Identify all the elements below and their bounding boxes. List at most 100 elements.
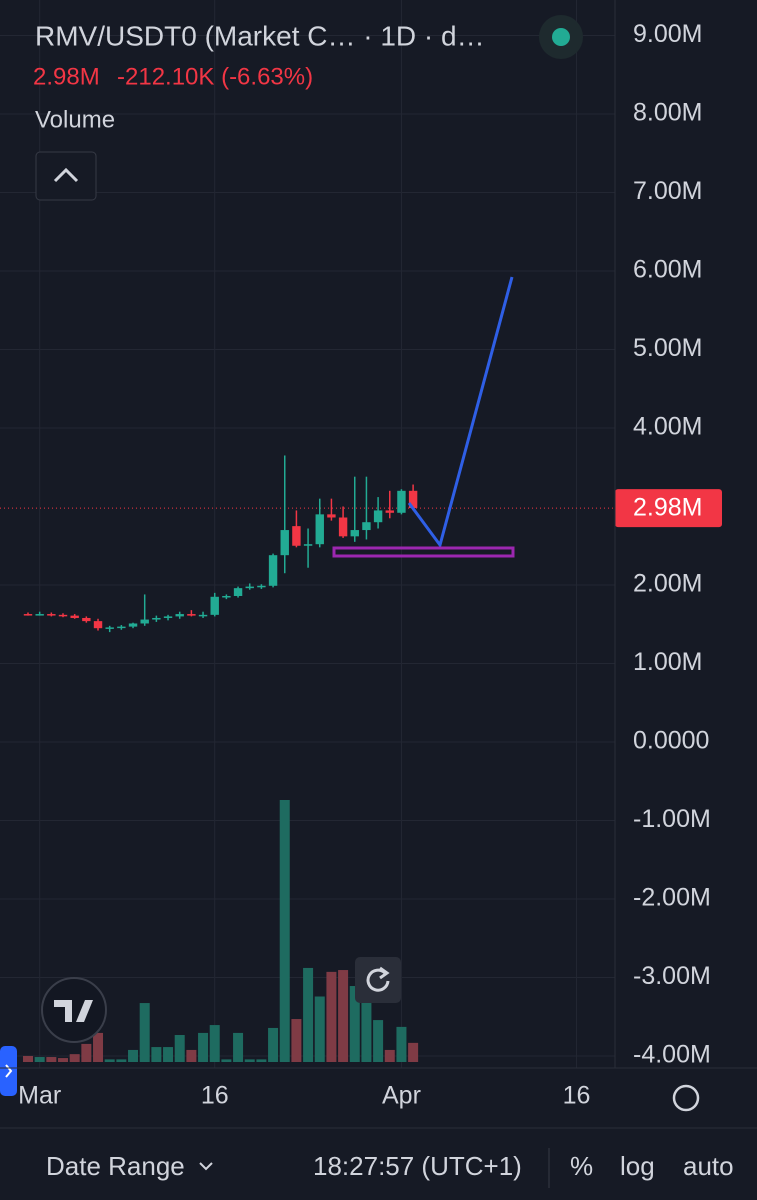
volume-bar [174,1035,185,1062]
volume-bar [396,1026,407,1062]
candle-body [315,514,324,545]
candle-body [187,614,196,616]
clock: 18:27:57 (UTC+1) [313,1151,522,1181]
volume-bar [23,1055,33,1062]
candle-body [117,626,126,629]
date-range[interactable]: Date Range [46,1151,185,1181]
side-tab-icon [5,1064,13,1078]
last-price-label: 2.98M [633,494,702,522]
y-tick-label: -3.00M [633,962,711,990]
y-tick-label: -1.00M [633,805,711,833]
volume-bar [291,1019,302,1062]
volume-bar [93,1032,104,1062]
collapse-button[interactable] [35,151,97,201]
reset-icon [366,968,390,992]
candle-body [23,614,33,616]
candle-body [385,510,394,513]
candle-body [47,614,56,616]
volume-bar [46,1057,57,1062]
dropdown-icon [199,1162,213,1171]
y-tick-label: 9.00M [633,20,702,48]
percent-toggle[interactable]: % [570,1151,593,1181]
last-price-box [615,489,722,528]
x-tick-label: 16 [563,1082,591,1110]
volume-bar [244,1059,255,1062]
candle-body [373,510,383,523]
candle-body [292,526,301,546]
chart-title: RMV/USDT0 (Market C… · 1D · d… [35,20,485,51]
volume-bar [303,967,314,1062]
volume-bar [314,996,325,1062]
candle-body [152,617,161,620]
candle-body [397,490,406,513]
auto-toggle[interactable]: auto [683,1151,734,1181]
log-toggle[interactable]: log [620,1151,655,1181]
y-tick-label: 0.0000 [633,727,709,755]
y-tick-label: 8.00M [633,99,702,127]
volume-bar [373,1020,384,1062]
volume-bar [116,1059,127,1062]
volume-bar [198,1032,209,1062]
candle-body [303,544,313,546]
reset-arrow [379,966,390,980]
side-tab[interactable] [0,1046,17,1096]
y-tick-label: 7.00M [633,177,702,205]
candle-body [198,614,208,617]
drawn-trend-line [407,276,514,549]
volume-bar [151,1047,162,1062]
volume-bar [233,1032,244,1062]
volume-bar [209,1025,220,1062]
volume-bar [408,1042,419,1062]
volume-bar [128,1049,139,1062]
volume-bar [268,1027,279,1062]
candle-body [408,490,418,509]
volume-bar [349,986,360,1062]
candle-body [58,614,68,617]
logo-mark [54,1000,93,1022]
chevron-icon [53,167,79,183]
x-tick-label: Apr [382,1082,421,1110]
candle-body [93,621,103,629]
candle-body [362,522,371,531]
candle-body [257,585,266,588]
y-tick-label: -2.00M [633,884,711,912]
candle-body [163,616,173,618]
volume-bar [256,1059,267,1062]
candle-body [128,623,138,627]
reset-button[interactable] [355,957,401,1003]
logo[interactable] [41,977,107,1043]
volume-label: Volume [35,106,115,133]
y-tick-label: 4.00M [633,413,702,441]
candle-body [175,614,184,617]
y-tick-label: 5.00M [633,334,702,362]
volume-bar [326,971,337,1062]
candle-body [350,530,359,537]
candle-body [222,596,231,598]
candle-body [210,596,219,615]
volume-bar [69,1054,80,1062]
volume-bar [34,1057,45,1062]
candle-body [233,588,243,597]
volume-bar [279,800,290,1062]
x-tick-label: Mar [18,1082,61,1110]
x-tick-label: 16 [201,1082,229,1110]
y-tick-label: 1.00M [633,648,702,676]
status-dot [552,28,570,46]
volume-bar [221,1059,232,1062]
candle-body [280,530,289,556]
y-tick-label: 2.00M [633,570,702,598]
volume-bar [186,1049,197,1062]
volume-bar [58,1058,69,1062]
volume-bar [104,1059,115,1062]
change: -212.10K (-6.63%) [117,63,313,90]
candle-layer [23,455,418,633]
candle-body [35,614,44,616]
volume-bar [81,1043,92,1062]
candle-body [268,555,278,586]
candle-body [105,627,114,629]
axis-labels: 9.00M 8.00M 7.00M 6.00M 5.00M 4.00M 2.00M 1.00M… [18,20,722,1110]
drawn-support-box [332,546,515,558]
settings-icon[interactable] [672,1084,700,1112]
candle-body [70,615,79,618]
candle-body [140,619,149,624]
